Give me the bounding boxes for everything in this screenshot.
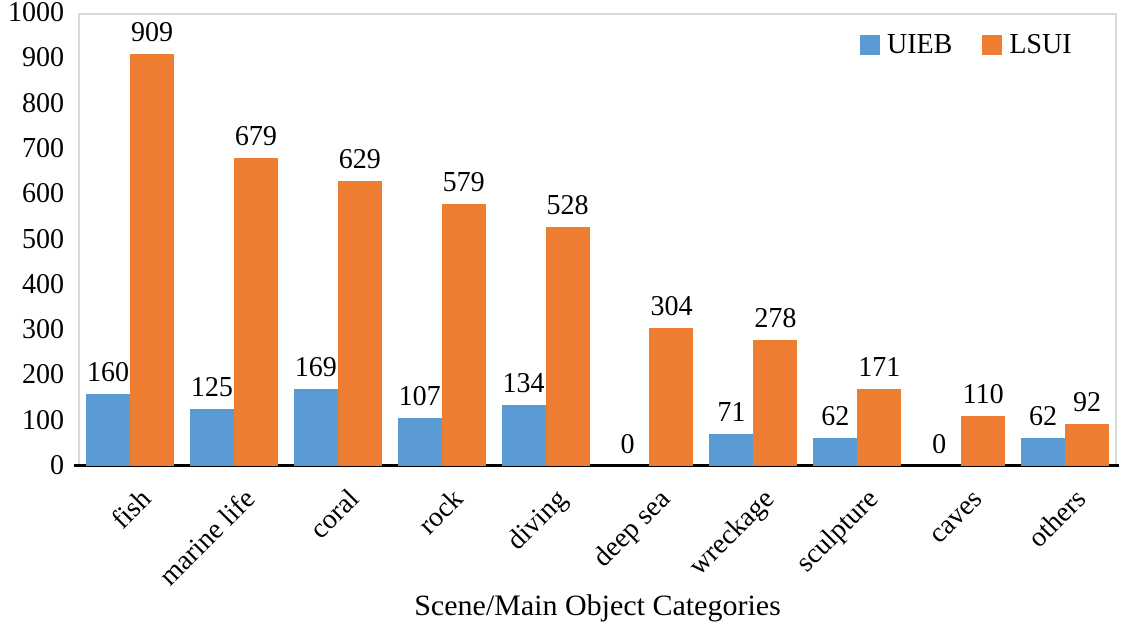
value-label-uieb-fish: 160: [86, 356, 129, 388]
value-label-lsui-marine-life: 679: [234, 121, 277, 153]
bar-uieb-rock: [397, 417, 442, 466]
value-label-lsui-coral: 629: [338, 144, 381, 176]
x-axis-title: Scene/Main Object Categories: [414, 589, 781, 622]
bar-uieb-marine-life: [189, 409, 234, 466]
y-tick-label: 500: [22, 223, 64, 255]
plot-area: [78, 13, 1117, 466]
value-label-uieb-deep-sea: 0: [620, 429, 635, 460]
value-label-lsui-others: 92: [1073, 387, 1102, 419]
value-label-uieb-others: 62: [1029, 400, 1058, 432]
value-label-lsui-deep-sea: 304: [650, 291, 693, 323]
y-tick-label: 400: [22, 268, 64, 300]
value-label-lsui-diving: 528: [546, 189, 589, 221]
bar-lsui-caves: [961, 416, 1006, 466]
bar-uieb-coral: [293, 389, 338, 466]
value-label-uieb-wreckage: 71: [717, 396, 746, 428]
y-tick-label: 300: [22, 314, 64, 346]
bar-lsui-coral: [337, 181, 382, 466]
legend-item-lsui: LSUI: [982, 29, 1072, 60]
value-label-uieb-rock: 107: [398, 380, 441, 412]
y-tick-label: 100: [22, 404, 64, 436]
bar-lsui-deep-sea: [649, 328, 694, 466]
uieb-swatch-icon: [860, 35, 880, 55]
bar-lsui-sculpture: [857, 388, 902, 466]
bar-lsui-fish: [129, 54, 174, 466]
value-label-uieb-diving: 134: [502, 368, 545, 400]
y-tick-label: 0: [50, 450, 64, 481]
y-tick-label: 900: [22, 42, 64, 74]
bar-uieb-diving: [501, 405, 546, 466]
x-axis-line: [74, 464, 1119, 467]
value-label-uieb-coral: 169: [294, 352, 337, 384]
legend-label-uieb: UIEB: [887, 29, 953, 60]
bar-lsui-marine-life: [233, 158, 278, 466]
value-label-uieb-caves: 0: [932, 429, 947, 460]
value-label-lsui-caves: 110: [962, 379, 1004, 411]
bar-uieb-wreckage: [709, 433, 754, 466]
lsui-swatch-icon: [982, 35, 1003, 55]
bar-lsui-others: [1065, 424, 1110, 466]
legend-item-uieb: UIEB: [860, 30, 952, 60]
value-label-lsui-sculpture: 171: [858, 351, 901, 383]
bar-uieb-sculpture: [813, 437, 858, 466]
value-label-lsui-rock: 579: [442, 166, 485, 198]
y-tick-label: 600: [22, 178, 64, 210]
value-label-lsui-wreckage: 278: [754, 303, 797, 335]
legend-label-lsui: LSUI: [1009, 29, 1072, 60]
value-label-lsui-fish: 909: [130, 17, 173, 49]
value-label-uieb-marine-life: 125: [190, 372, 233, 404]
y-tick-label: 700: [22, 132, 64, 164]
bar-lsui-wreckage: [753, 340, 798, 466]
value-label-uieb-sculpture: 62: [821, 400, 850, 432]
y-tick-label: 800: [22, 87, 64, 119]
bar-uieb-fish: [85, 393, 130, 466]
legend: UIEB LSUI: [860, 30, 1072, 60]
bar-lsui-diving: [545, 226, 590, 466]
y-tick-label: 1000: [8, 0, 64, 28]
bar-lsui-rock: [441, 203, 486, 466]
y-tick-label: 200: [22, 359, 64, 391]
bar-uieb-others: [1021, 437, 1066, 466]
